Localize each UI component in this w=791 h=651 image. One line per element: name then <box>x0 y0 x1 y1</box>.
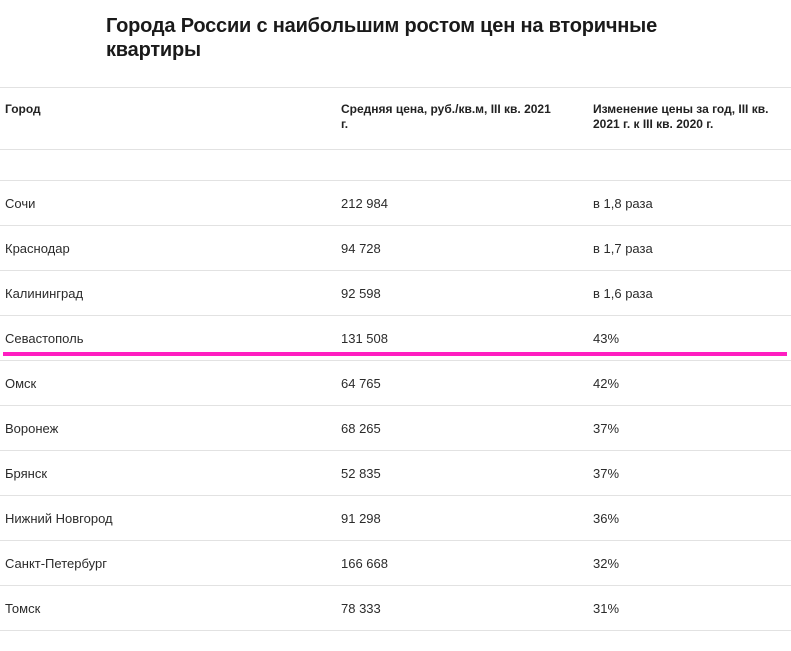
cell-change: 42% <box>593 376 620 391</box>
table-spacer-row <box>0 150 791 181</box>
cell-price: 78 333 <box>341 601 381 616</box>
cell-city: Калининград <box>5 286 84 301</box>
table-row: Воронеж 68 265 37% <box>0 406 791 451</box>
cell-change: 37% <box>593 421 620 436</box>
cell-price: 68 265 <box>341 421 381 436</box>
table-row: Севастополь 131 508 43% <box>0 316 791 361</box>
cell-city: Санкт-Петербург <box>5 556 107 571</box>
cell-city: Брянск <box>5 466 48 481</box>
cell-price: 166 668 <box>341 556 388 571</box>
page-title: Города России с наибольшим ростом цен на… <box>106 15 657 61</box>
price-table: Город Средняя цена, руб./кв.м, III кв. 2… <box>0 87 791 631</box>
cell-city: Севастополь <box>5 331 84 346</box>
cell-city: Нижний Новгород <box>5 511 113 526</box>
table-row: Калининград 92 598 в 1,6 раза <box>0 271 791 316</box>
cell-city: Омск <box>5 376 37 391</box>
table-row: Санкт-Петербург 166 668 32% <box>0 541 791 586</box>
cell-city: Сочи <box>5 196 36 211</box>
header-city: Город <box>5 102 41 116</box>
cell-change: 36% <box>593 511 620 526</box>
cell-change: в 1,7 раза <box>593 241 653 256</box>
cell-change: в 1,8 раза <box>593 196 653 211</box>
table-row: Нижний Новгород 91 298 36% <box>0 496 791 541</box>
table-row: Краснодар 94 728 в 1,7 раза <box>0 226 791 271</box>
table-header-row: Город Средняя цена, руб./кв.м, III кв. 2… <box>0 88 791 150</box>
table-row: Брянск 52 835 37% <box>0 451 791 496</box>
table-row: Томск 78 333 31% <box>0 586 791 631</box>
cell-city: Воронеж <box>5 421 59 436</box>
cell-price: 94 728 <box>341 241 381 256</box>
cell-change: 37% <box>593 466 620 481</box>
header-price: Средняя цена, руб./кв.м, III кв. 2021 г. <box>341 102 551 131</box>
cell-price: 212 984 <box>341 196 388 211</box>
cell-price: 92 598 <box>341 286 381 301</box>
cell-price: 64 765 <box>341 376 381 391</box>
header-change: Изменение цены за год, III кв. 2021 г. к… <box>593 102 769 131</box>
cell-city: Краснодар <box>5 241 70 256</box>
table-row: Омск 64 765 42% <box>0 361 791 406</box>
cell-city: Томск <box>5 601 41 616</box>
cell-price: 131 508 <box>341 331 388 346</box>
cell-change: 32% <box>593 556 620 571</box>
highlight-underline <box>3 352 787 356</box>
cell-price: 91 298 <box>341 511 381 526</box>
table-row: Сочи 212 984 в 1,8 раза <box>0 181 791 226</box>
cell-change: в 1,6 раза <box>593 286 653 301</box>
cell-price: 52 835 <box>341 466 381 481</box>
cell-change: 43% <box>593 331 620 346</box>
cell-change: 31% <box>593 601 620 616</box>
